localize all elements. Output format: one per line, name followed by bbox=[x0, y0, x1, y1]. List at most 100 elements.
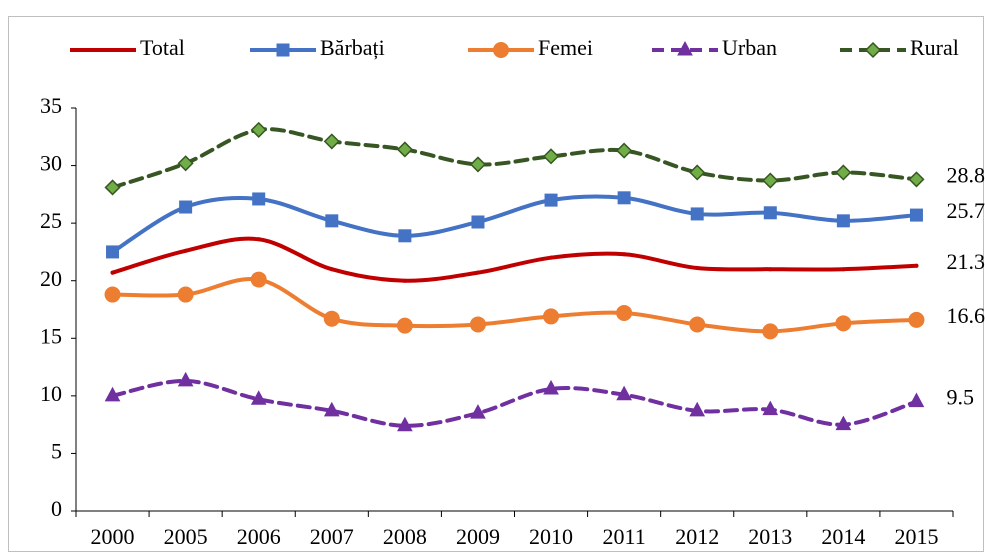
x-tick-label: 2010 bbox=[529, 524, 573, 549]
x-tick-label: 2000 bbox=[91, 524, 135, 549]
legend-marker bbox=[276, 43, 290, 57]
data-point bbox=[471, 215, 485, 229]
legend-label: Rural bbox=[910, 35, 959, 60]
data-point bbox=[690, 207, 704, 221]
y-tick-label: 15 bbox=[40, 323, 62, 348]
chart-border bbox=[8, 16, 984, 552]
data-point bbox=[470, 404, 486, 419]
series: 9.5 bbox=[104, 371, 974, 432]
data-point bbox=[398, 229, 412, 243]
legend-item: Femei bbox=[468, 35, 593, 60]
data-point bbox=[252, 192, 266, 206]
legend-marker bbox=[493, 42, 509, 58]
legend-marker bbox=[864, 41, 882, 59]
data-point bbox=[762, 323, 779, 340]
data-point bbox=[908, 171, 925, 188]
data-point bbox=[256, 237, 261, 242]
data-point bbox=[836, 214, 850, 228]
data-point bbox=[689, 316, 706, 333]
legend-label: Urban bbox=[722, 35, 777, 60]
legend-item: Rural bbox=[840, 35, 959, 60]
series: 16.6 bbox=[104, 271, 985, 340]
data-point bbox=[622, 252, 627, 257]
data-point bbox=[177, 371, 194, 387]
legend-item: Bărbați bbox=[250, 35, 385, 60]
series-line bbox=[110, 127, 919, 190]
data-point bbox=[835, 315, 852, 332]
data-point bbox=[841, 267, 846, 272]
legend-marker bbox=[677, 40, 693, 56]
data-point bbox=[110, 270, 115, 275]
data-point bbox=[104, 286, 121, 303]
data-point bbox=[325, 214, 339, 228]
data-point bbox=[323, 310, 340, 327]
data-point bbox=[768, 267, 773, 272]
x-tick-label: 2007 bbox=[310, 524, 354, 549]
y-tick-label: 10 bbox=[40, 381, 62, 406]
data-point bbox=[616, 142, 633, 159]
data-point bbox=[323, 133, 340, 150]
data-point bbox=[549, 255, 554, 260]
data-point bbox=[689, 401, 706, 417]
data-point bbox=[762, 400, 779, 416]
x-tick-label: 2014 bbox=[821, 524, 865, 549]
legend-label: Total bbox=[140, 35, 185, 60]
data-point bbox=[914, 263, 919, 268]
data-point bbox=[543, 308, 560, 325]
y-tick-label: 5 bbox=[51, 438, 62, 463]
legend-item: Urban bbox=[652, 35, 777, 60]
data-point bbox=[544, 193, 558, 207]
data-point bbox=[617, 191, 631, 205]
data-point bbox=[250, 121, 267, 138]
series-line bbox=[110, 378, 919, 428]
data-label: 21.3 bbox=[946, 249, 985, 274]
data-point bbox=[908, 311, 925, 328]
data-point bbox=[402, 278, 407, 283]
legend-item: Total bbox=[70, 35, 185, 60]
legend-label: Femei bbox=[538, 35, 593, 60]
data-point bbox=[177, 286, 194, 303]
data-label: 16.6 bbox=[946, 303, 985, 328]
data-point bbox=[183, 248, 188, 253]
data-point bbox=[616, 385, 632, 401]
series-line bbox=[110, 194, 919, 254]
data-point bbox=[104, 386, 121, 402]
x-tick-label: 2012 bbox=[675, 524, 719, 549]
data-point bbox=[909, 208, 923, 222]
data-point bbox=[323, 401, 340, 417]
y-tick-label: 30 bbox=[40, 151, 62, 176]
x-tick-label: 2005 bbox=[164, 524, 208, 549]
data-point bbox=[179, 200, 193, 214]
data-point bbox=[616, 304, 633, 321]
data-point bbox=[329, 267, 334, 272]
data-point bbox=[106, 245, 120, 259]
x-tick-label: 2015 bbox=[894, 524, 938, 549]
data-label: 9.5 bbox=[946, 385, 974, 410]
data-point bbox=[177, 155, 194, 172]
data-point bbox=[908, 392, 925, 408]
data-point bbox=[695, 266, 700, 271]
data-point bbox=[835, 415, 852, 431]
data-point bbox=[104, 179, 121, 196]
legend-label: Bărbați bbox=[320, 35, 385, 60]
data-point bbox=[396, 317, 413, 334]
data-point bbox=[689, 164, 706, 181]
x-tick-label: 2011 bbox=[603, 524, 646, 549]
x-tick-label: 2008 bbox=[383, 524, 427, 549]
x-tick-label: 2013 bbox=[748, 524, 792, 549]
series-line bbox=[110, 236, 919, 283]
data-point bbox=[835, 164, 852, 181]
data-point bbox=[250, 390, 267, 405]
series: 28.8 bbox=[104, 121, 985, 196]
data-label: 28.8 bbox=[946, 162, 985, 187]
data-point bbox=[397, 416, 413, 432]
y-tick-label: 20 bbox=[40, 266, 62, 291]
x-tick-label: 2009 bbox=[456, 524, 500, 549]
series: 21.3 bbox=[110, 236, 985, 283]
data-point bbox=[475, 270, 480, 275]
data-point bbox=[763, 206, 777, 220]
y-tick-label: 0 bbox=[51, 496, 62, 521]
data-point bbox=[396, 141, 413, 158]
series: 25.7 bbox=[106, 191, 985, 259]
